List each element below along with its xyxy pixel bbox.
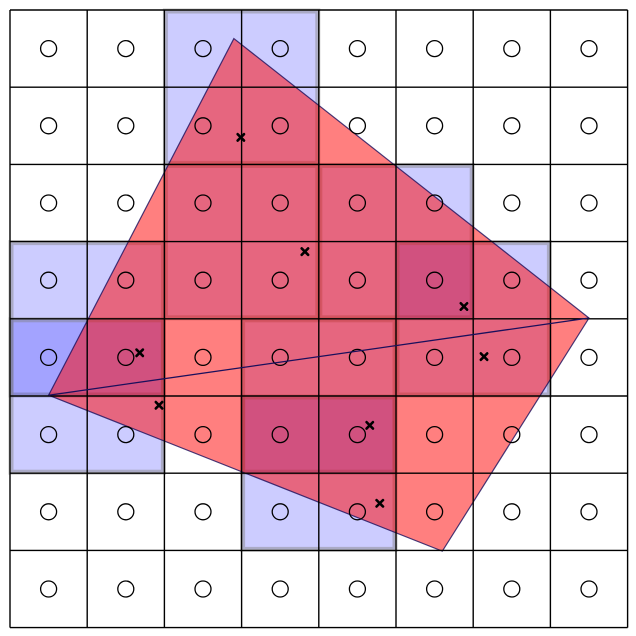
cell-circle (348, 580, 367, 598)
cross-stroke (135, 348, 145, 358)
cross-stroke (300, 247, 310, 257)
cross-marker (154, 400, 164, 410)
cell-circle (194, 271, 212, 289)
cross-marker (459, 301, 469, 311)
cell-circle (271, 39, 289, 58)
cell-circle (503, 503, 521, 521)
cell-circle (580, 503, 598, 521)
cell-circle (117, 194, 135, 212)
cell-circle (271, 580, 289, 598)
cross-marker (479, 352, 489, 362)
cell-circle (39, 117, 58, 135)
cell-circle (425, 194, 444, 212)
cell-circle (580, 580, 598, 598)
cell-circle (580, 194, 598, 212)
cell-circle (117, 580, 135, 598)
diagonal-line-layer (48, 317, 590, 396)
cell-circle (39, 194, 58, 212)
cell-circle (117, 425, 135, 444)
cross-marker (300, 247, 310, 257)
cell-circle (425, 271, 444, 289)
cell-circle (348, 503, 367, 521)
cell-circle (194, 348, 212, 367)
cell-circle (348, 425, 367, 444)
cell-circle (117, 503, 135, 521)
cell-circle (39, 580, 58, 598)
cell-circle (39, 348, 58, 367)
cross-marker (365, 420, 375, 430)
cell-circle (348, 194, 367, 212)
cell-circle (194, 39, 212, 58)
grid (9, 9, 629, 629)
cell-circle (39, 503, 58, 521)
cell-circle (194, 425, 212, 444)
cell-circle (425, 503, 444, 521)
cell-circle (348, 39, 367, 58)
cell-circle (194, 117, 212, 135)
cell-circle (503, 348, 521, 367)
diagonal-line (48, 317, 590, 396)
cell-circle (580, 117, 598, 135)
cross-stroke (365, 420, 375, 430)
cross-marker (135, 348, 145, 358)
cell-circle (39, 425, 58, 444)
cell-circle (271, 117, 289, 135)
cell-circle (425, 348, 444, 367)
cell-circle (194, 503, 212, 521)
cell-circle (503, 271, 521, 289)
cell-circle (39, 39, 58, 58)
cell-circle (194, 580, 212, 598)
cell-circle (348, 271, 367, 289)
cross-stroke (459, 301, 469, 311)
cell-circle (425, 117, 444, 135)
cell-circle (425, 39, 444, 58)
cell-circle (425, 425, 444, 444)
cross-marker (375, 498, 385, 508)
cell-circle (271, 348, 289, 367)
cross-markers (135, 132, 489, 508)
cell-circle (503, 425, 521, 444)
cell-circle (503, 580, 521, 598)
cross-stroke (375, 498, 385, 508)
cell-circle (503, 194, 521, 212)
cell-circle (194, 194, 212, 212)
cell-circles (39, 39, 598, 598)
cell-circle (271, 503, 289, 521)
cross-marker (236, 132, 246, 142)
cell-circle (39, 271, 58, 289)
cell-circle (348, 348, 367, 367)
cross-stroke (479, 352, 489, 362)
cell-circle (425, 580, 444, 598)
cell-circle (117, 117, 135, 135)
cross-stroke (236, 132, 246, 142)
cell-circle (117, 271, 135, 289)
cell-circle (117, 39, 135, 58)
cell-circle (503, 117, 521, 135)
cell-circle (580, 271, 598, 289)
cell-circle (271, 271, 289, 289)
cell-circle (503, 39, 521, 58)
cell-circle (580, 348, 598, 367)
cross-stroke (154, 400, 164, 410)
cell-circle (580, 425, 598, 444)
cell-circle (117, 348, 135, 367)
cell-circle (348, 117, 367, 135)
cell-circle (580, 39, 598, 58)
cell-circle (271, 194, 289, 212)
cell-circle (271, 425, 289, 444)
